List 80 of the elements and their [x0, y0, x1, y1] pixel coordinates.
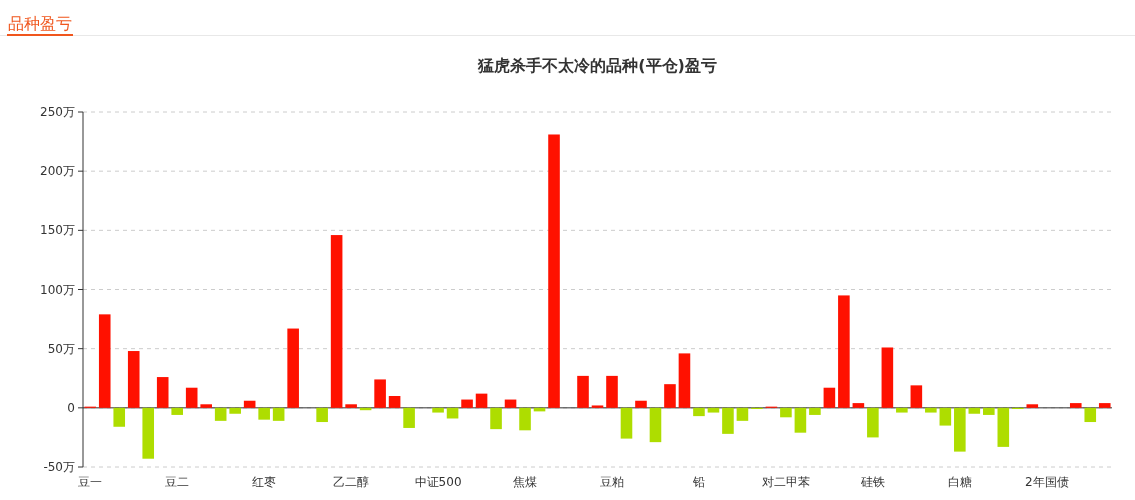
- bar: [649, 407, 662, 443]
- bar: [185, 387, 198, 408]
- bar: [519, 407, 531, 431]
- bar: [200, 404, 212, 408]
- bar: [620, 407, 633, 439]
- bar: [925, 407, 937, 413]
- bar: [229, 407, 241, 414]
- bar: [272, 407, 285, 421]
- bar: [171, 407, 183, 415]
- bar: [316, 407, 328, 423]
- bar: [867, 407, 879, 438]
- bar: [780, 407, 792, 418]
- bar: [881, 347, 894, 408]
- bar: [707, 407, 720, 413]
- y-tick-label: 200万: [40, 164, 75, 179]
- text: 品种盈亏: [8, 14, 72, 33]
- bar: [258, 407, 270, 420]
- bar: [548, 134, 560, 408]
- bar: [794, 407, 807, 433]
- bar: [664, 384, 676, 408]
- bar: [475, 393, 488, 408]
- bar: [896, 407, 908, 413]
- bar: [330, 235, 343, 408]
- bar: [997, 407, 1010, 447]
- x-tick-label: 焦煤: [513, 475, 538, 489]
- y-tick-label: 100万: [40, 282, 75, 297]
- x-tick-label: 2年国债: [1024, 475, 1069, 489]
- x-tick-label: 豆二: [165, 475, 190, 489]
- bar: [1069, 403, 1082, 408]
- bar: [388, 396, 401, 408]
- bar: [345, 404, 357, 408]
- bar: [939, 407, 952, 426]
- bar: [461, 399, 473, 408]
- y-tick-label: 0: [67, 400, 75, 415]
- y-tick-label: -50万: [43, 460, 75, 474]
- x-tick-label: 铅: [691, 475, 705, 489]
- bar: [591, 405, 604, 408]
- bar: [910, 385, 923, 408]
- bar: [838, 295, 850, 408]
- bar: [1084, 407, 1097, 423]
- x-tick-label: 豆一: [78, 475, 103, 489]
- bar: [113, 407, 126, 427]
- bar: [98, 314, 111, 408]
- bar: [823, 387, 836, 408]
- bar: [983, 407, 995, 415]
- bar: [504, 399, 517, 408]
- x-tick-label: 豆粕: [599, 475, 624, 489]
- x-tick-label: 红枣: [252, 475, 277, 489]
- bar: [287, 328, 299, 408]
- x-tick-label: 硅铁: [859, 475, 885, 489]
- bar: [156, 377, 169, 408]
- x-tick-label: 中证500: [414, 475, 462, 489]
- x-tick-label: 乙二醇: [333, 475, 370, 489]
- bar: [736, 407, 749, 421]
- bar: [374, 379, 386, 408]
- bar: [142, 407, 155, 459]
- y-tick-label: 50万: [47, 341, 75, 356]
- x-tick-label: 白糖: [947, 475, 972, 489]
- bar: [243, 400, 256, 408]
- bar: [606, 375, 618, 408]
- bar: [490, 407, 502, 430]
- bar: [1026, 404, 1039, 408]
- bar: [852, 403, 865, 408]
- bar: [693, 407, 705, 417]
- bar: [635, 400, 647, 408]
- bar: [432, 407, 444, 413]
- bar: [968, 407, 981, 414]
- bar: [954, 407, 966, 452]
- bar: [403, 407, 415, 428]
- bar: [1098, 403, 1111, 408]
- x-tick-label: 对二甲苯: [761, 475, 810, 489]
- bar: [678, 353, 691, 408]
- y-tick-label: 150万: [40, 223, 75, 238]
- bar: [127, 351, 140, 408]
- bar: [214, 407, 227, 421]
- bar: [722, 407, 734, 434]
- bar: [577, 375, 589, 408]
- bar: [809, 407, 821, 415]
- chart-title: 猛虎杀手不太冷的品种(平仓)盈亏: [477, 56, 717, 75]
- y-tick-label: 250万: [40, 105, 75, 119]
